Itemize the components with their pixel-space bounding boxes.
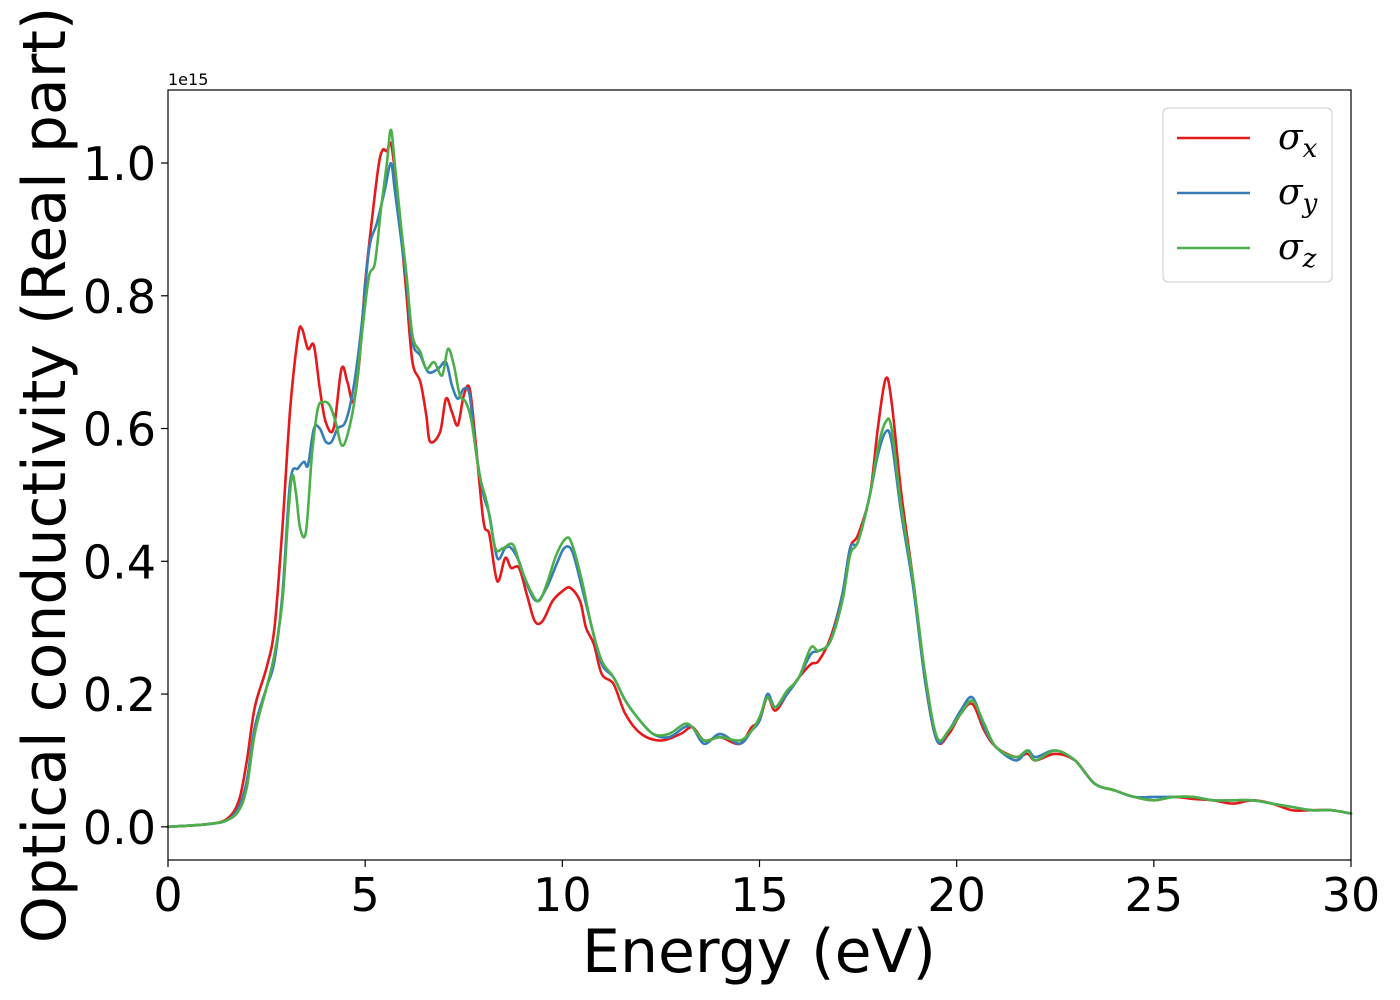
series-layer (166, 128, 1353, 829)
legend-label-subscript: y (1302, 189, 1318, 219)
y-tick-label: 1.0 (83, 137, 156, 191)
x-axis-label: Energy (eV) (582, 917, 936, 987)
y-tick-label: 0.4 (83, 535, 156, 589)
y-axis: 0.0 0.2 0.4 0.6 0.8 1.0 (83, 137, 168, 855)
x-tick-label: 30 (1322, 868, 1381, 922)
x-tick-label: 5 (351, 868, 380, 922)
y-tick-label: 0.8 (83, 270, 156, 324)
legend-label-subscript: x (1303, 134, 1318, 164)
x-tick-label: 25 (1125, 868, 1184, 922)
x-tick-label: 10 (533, 868, 592, 922)
y-axis-label: Optical conductivity (Real part) (10, 7, 80, 944)
y-tick-label: 0.2 (83, 668, 156, 722)
x-tick-label: 0 (153, 868, 182, 922)
y-offset-label: 1e15 (168, 70, 208, 89)
series-line-z (166, 128, 1353, 829)
x-tick-label: 15 (730, 868, 789, 922)
legend-label-subscript: z (1302, 244, 1317, 274)
y-tick-label: 0.6 (83, 403, 156, 457)
x-tick-label: 20 (927, 868, 986, 922)
y-tick-label: 0.0 (83, 801, 156, 855)
legend-box (1162, 107, 1333, 283)
x-axis: 0 5 10 15 20 25 30 (153, 860, 1380, 922)
